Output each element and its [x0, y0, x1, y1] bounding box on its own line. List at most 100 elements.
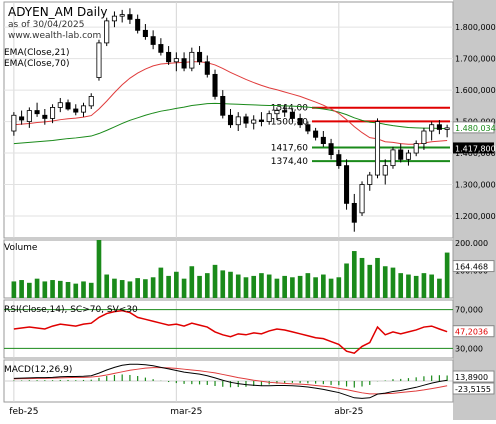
candle — [80, 102, 87, 117]
volume-bar — [351, 251, 357, 298]
candle — [444, 124, 450, 138]
volume-bar — [282, 275, 287, 298]
macd-lines-group — [13, 363, 448, 399]
volume-bar — [166, 275, 171, 298]
candle-body — [50, 107, 56, 119]
candle — [142, 24, 148, 40]
volume-bar — [235, 274, 241, 298]
candle — [173, 52, 179, 72]
candle-body — [444, 127, 450, 130]
candle-body — [189, 51, 195, 69]
candle-body — [266, 113, 272, 122]
ema21-line — [13, 61, 448, 145]
volume-bar — [104, 274, 110, 298]
volume-bar — [50, 280, 55, 298]
volume-bar — [127, 281, 133, 298]
last-ema-tag — [453, 142, 494, 154]
volume-bar — [11, 281, 17, 298]
candle — [243, 113, 249, 128]
candle-body — [26, 110, 32, 122]
candle-body — [258, 119, 264, 122]
x-tick-label: feb-25 — [9, 407, 38, 417]
volume-bar — [421, 273, 427, 298]
rsi-label: RSI(Close,14), SC>70, SV<30 — [4, 305, 138, 315]
candle — [166, 46, 172, 65]
volume-bar — [88, 282, 94, 298]
candle — [220, 90, 226, 119]
candle — [429, 121, 435, 141]
candle-body — [127, 14, 133, 20]
candle — [135, 14, 141, 34]
ema21-line-group — [13, 61, 448, 145]
volume-bar — [96, 240, 102, 298]
macd-last-label: 13,8900 — [455, 373, 488, 382]
candle — [421, 127, 427, 150]
volume-bar — [42, 281, 48, 298]
candle — [336, 149, 342, 169]
volume-bar — [158, 267, 164, 298]
volume-bar — [266, 274, 272, 298]
candle-body — [421, 130, 427, 145]
candle-body — [96, 42, 102, 78]
candle-body — [297, 118, 303, 126]
level-label: 1500,80 — [271, 117, 308, 127]
volume-bar — [375, 257, 380, 298]
last-close-label: 1.480,034 — [455, 124, 496, 133]
candle-body — [374, 121, 381, 176]
candle — [398, 143, 404, 163]
candle-body — [429, 124, 435, 132]
candle — [266, 110, 272, 125]
volume-bar — [73, 283, 79, 298]
price-tick-label: 1.600,000 — [455, 86, 496, 95]
candle-body — [19, 116, 25, 121]
volume-bar — [197, 275, 202, 298]
candle — [26, 107, 32, 128]
candle — [305, 121, 311, 135]
volume-bar — [119, 280, 125, 298]
candle — [289, 108, 295, 122]
candle-body — [57, 102, 63, 108]
volume-bar — [321, 274, 326, 298]
price-tick-label: 1.300,000 — [455, 181, 496, 190]
candle — [57, 97, 63, 113]
volume-bar — [204, 273, 210, 298]
volume-bar — [437, 278, 442, 298]
candle-body — [104, 20, 110, 44]
candle-body — [305, 124, 311, 132]
volume-bar — [143, 279, 148, 298]
candle-body — [328, 143, 334, 156]
volume-bar — [212, 264, 218, 298]
volume-last-label: 164.468 — [455, 263, 488, 272]
pane-frame-price — [3, 1, 454, 239]
volume-bar — [57, 280, 63, 298]
candle-body — [436, 124, 442, 130]
candle — [65, 99, 71, 111]
volume-label: Volume — [4, 243, 38, 253]
candle — [212, 69, 218, 100]
candle-body — [390, 149, 396, 167]
candle — [197, 46, 203, 65]
candle — [405, 149, 411, 166]
candle — [227, 108, 234, 128]
candle — [328, 138, 334, 160]
volume-bar — [305, 273, 311, 298]
candle — [367, 171, 373, 191]
candle — [150, 30, 156, 50]
candle-body — [65, 102, 71, 110]
candle — [297, 113, 303, 128]
candle-body — [359, 184, 365, 214]
chart-subtitle: as of 30/04/2025 — [8, 20, 84, 30]
volume-bar — [429, 274, 434, 298]
candle-body — [166, 51, 172, 63]
candle — [390, 146, 396, 169]
volume-bar — [398, 273, 404, 298]
volume-bar — [112, 278, 117, 298]
volume-bar — [189, 266, 195, 298]
candle-body — [251, 119, 257, 124]
ema70-line-group — [13, 102, 448, 145]
candle — [374, 118, 381, 179]
candle-body — [344, 165, 350, 204]
candle — [50, 104, 56, 124]
volume-bar — [65, 281, 71, 298]
